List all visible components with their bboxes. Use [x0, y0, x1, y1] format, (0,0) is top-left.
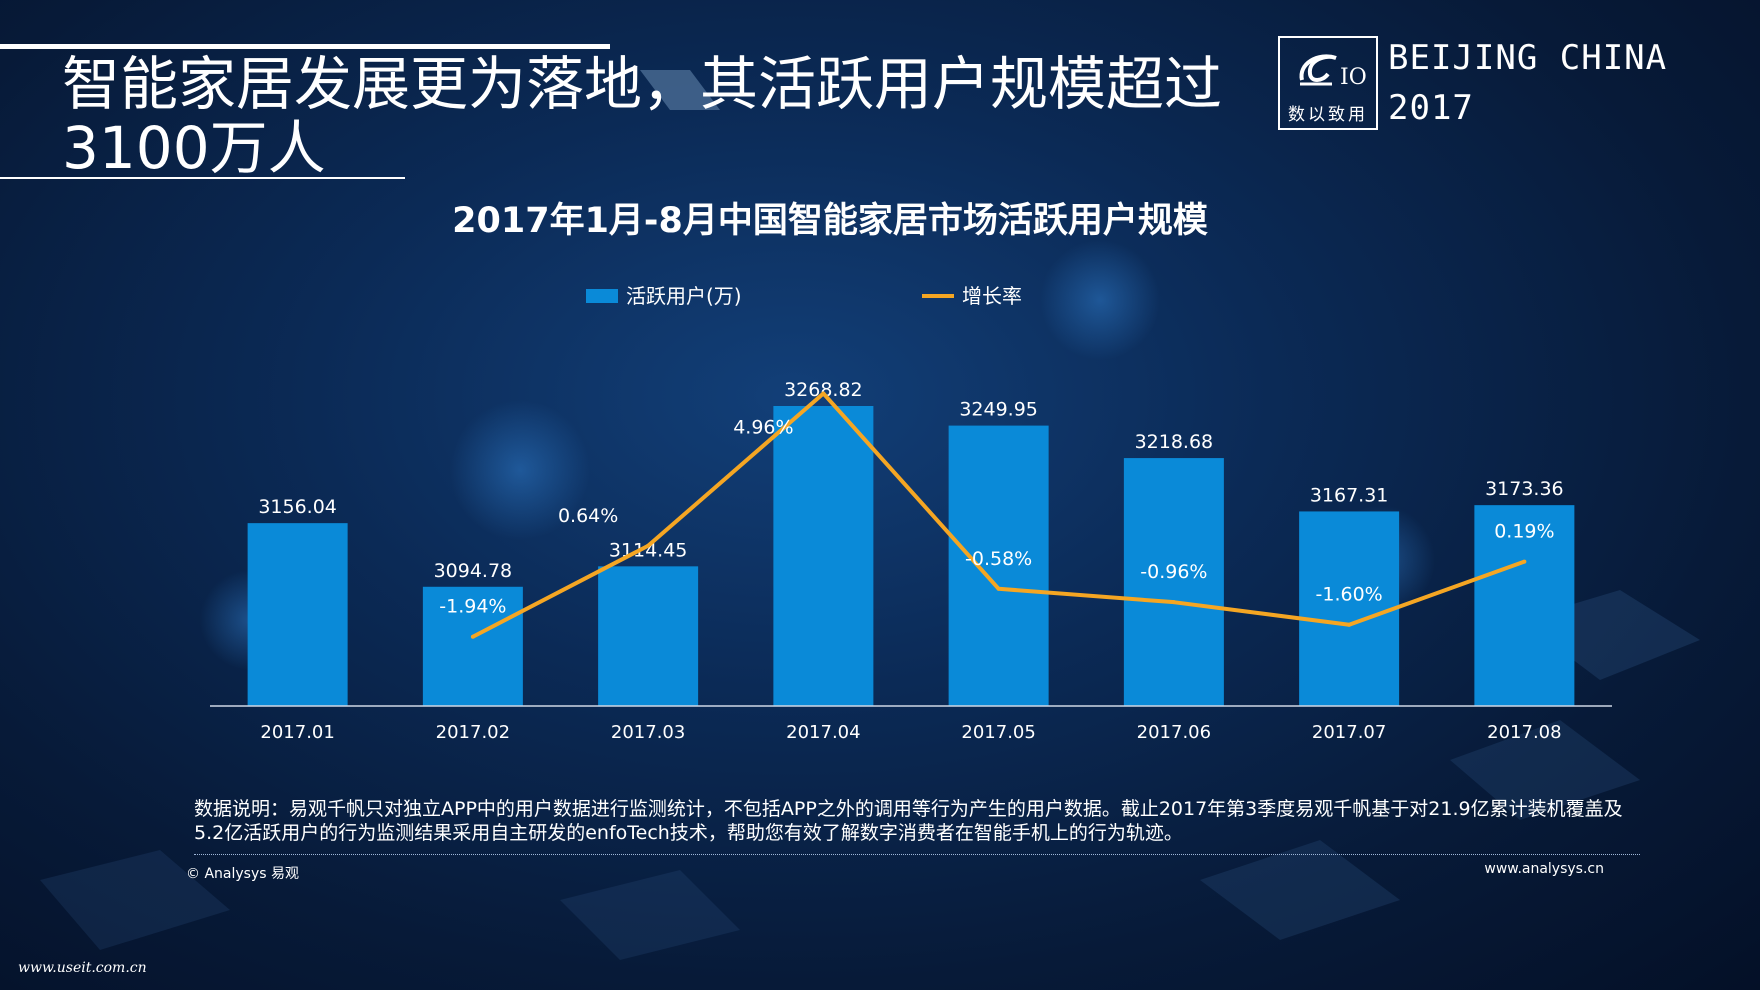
- bar-value-label: 3218.68: [1135, 431, 1214, 453]
- bar-2017.07: [1299, 511, 1400, 706]
- growth-value-label: -1.60%: [1316, 584, 1383, 606]
- bar-2017.04: [773, 405, 874, 706]
- brand-year: 2017: [1388, 88, 1474, 128]
- page-title-line-2: 3100万人: [62, 114, 326, 182]
- x-tick-label: 2017.01: [260, 722, 334, 743]
- logo-caption: 数以致用: [1288, 105, 1368, 125]
- header-accent-line: [0, 44, 610, 49]
- legend-label-bar: 活跃用户(万): [626, 284, 742, 308]
- growth-point-2017.06: [1171, 600, 1176, 605]
- growth-point-2017.04: [821, 391, 826, 396]
- growth-value-label: 0.19%: [1494, 521, 1554, 543]
- page-title-line-1: 智能家居发展更为落地，其活跃用户规模超过: [62, 50, 1223, 118]
- copyright: © Analysys 易观: [186, 866, 299, 882]
- bar-2017.02: [422, 586, 523, 706]
- growth-value-label: -1.94%: [439, 596, 506, 618]
- legend-swatch-bar: [586, 289, 618, 303]
- growth-point-2017.07: [1347, 622, 1352, 627]
- logo-mark-icon: IO: [1299, 54, 1367, 90]
- watermark: www.useit.com.cn: [18, 960, 147, 976]
- x-tick-label: 2017.07: [1312, 722, 1386, 743]
- bar-2017.05: [948, 425, 1049, 706]
- svg-text:IO: IO: [1340, 65, 1367, 90]
- x-tick-label: 2017.02: [436, 722, 510, 743]
- growth-point-2017.03: [646, 543, 651, 548]
- legend-label-line: 增长率: [962, 284, 1022, 308]
- bar-value-label: 3094.78: [434, 560, 513, 582]
- chart-title: 2017年1月-8月中国智能家居市场活跃用户规模: [452, 201, 1208, 241]
- growth-value-label: 0.64%: [558, 505, 618, 527]
- bar-value-label: 3249.95: [959, 399, 1038, 421]
- x-tick-label: 2017.03: [611, 722, 685, 743]
- x-tick-label: 2017.06: [1137, 722, 1211, 743]
- page-title: 智能家居发展更为落地，其活跃用户规模超过 3100万人: [62, 52, 1262, 180]
- header-underline: [0, 177, 405, 179]
- bar-2017.06: [1123, 458, 1224, 706]
- bar-value-label: 3268.82: [784, 379, 863, 401]
- growth-value-label: 4.96%: [733, 416, 793, 438]
- bar-value-label: 3173.36: [1485, 478, 1564, 500]
- growth-point-2017.05: [996, 586, 1001, 591]
- data-note: 数据说明：易观千帆只对独立APP中的用户数据进行监测统计，不包括APP之外的调用…: [194, 798, 1623, 844]
- brand-location: BEIJING CHINA: [1388, 38, 1668, 78]
- bar-2017.01: [247, 523, 348, 706]
- growth-point-2017.02: [470, 634, 475, 639]
- bar-2017.08: [1474, 505, 1575, 706]
- site-url: www.analysys.cn: [1484, 861, 1604, 877]
- bar-value-label: 3156.04: [258, 496, 337, 518]
- bar-value-label: 3167.31: [1310, 484, 1389, 506]
- growth-value-label: -0.58%: [965, 548, 1032, 570]
- growth-point-2017.08: [1522, 559, 1527, 564]
- note-divider: [194, 854, 1640, 855]
- legend-swatch-line: [922, 294, 954, 298]
- growth-value-label: -0.96%: [1140, 561, 1207, 583]
- company-logo: IO 数以致用: [1278, 36, 1378, 130]
- x-tick-label: 2017.04: [786, 722, 860, 743]
- x-tick-label: 2017.05: [961, 722, 1035, 743]
- x-tick-label: 2017.08: [1487, 722, 1561, 743]
- bar-2017.03: [598, 566, 699, 706]
